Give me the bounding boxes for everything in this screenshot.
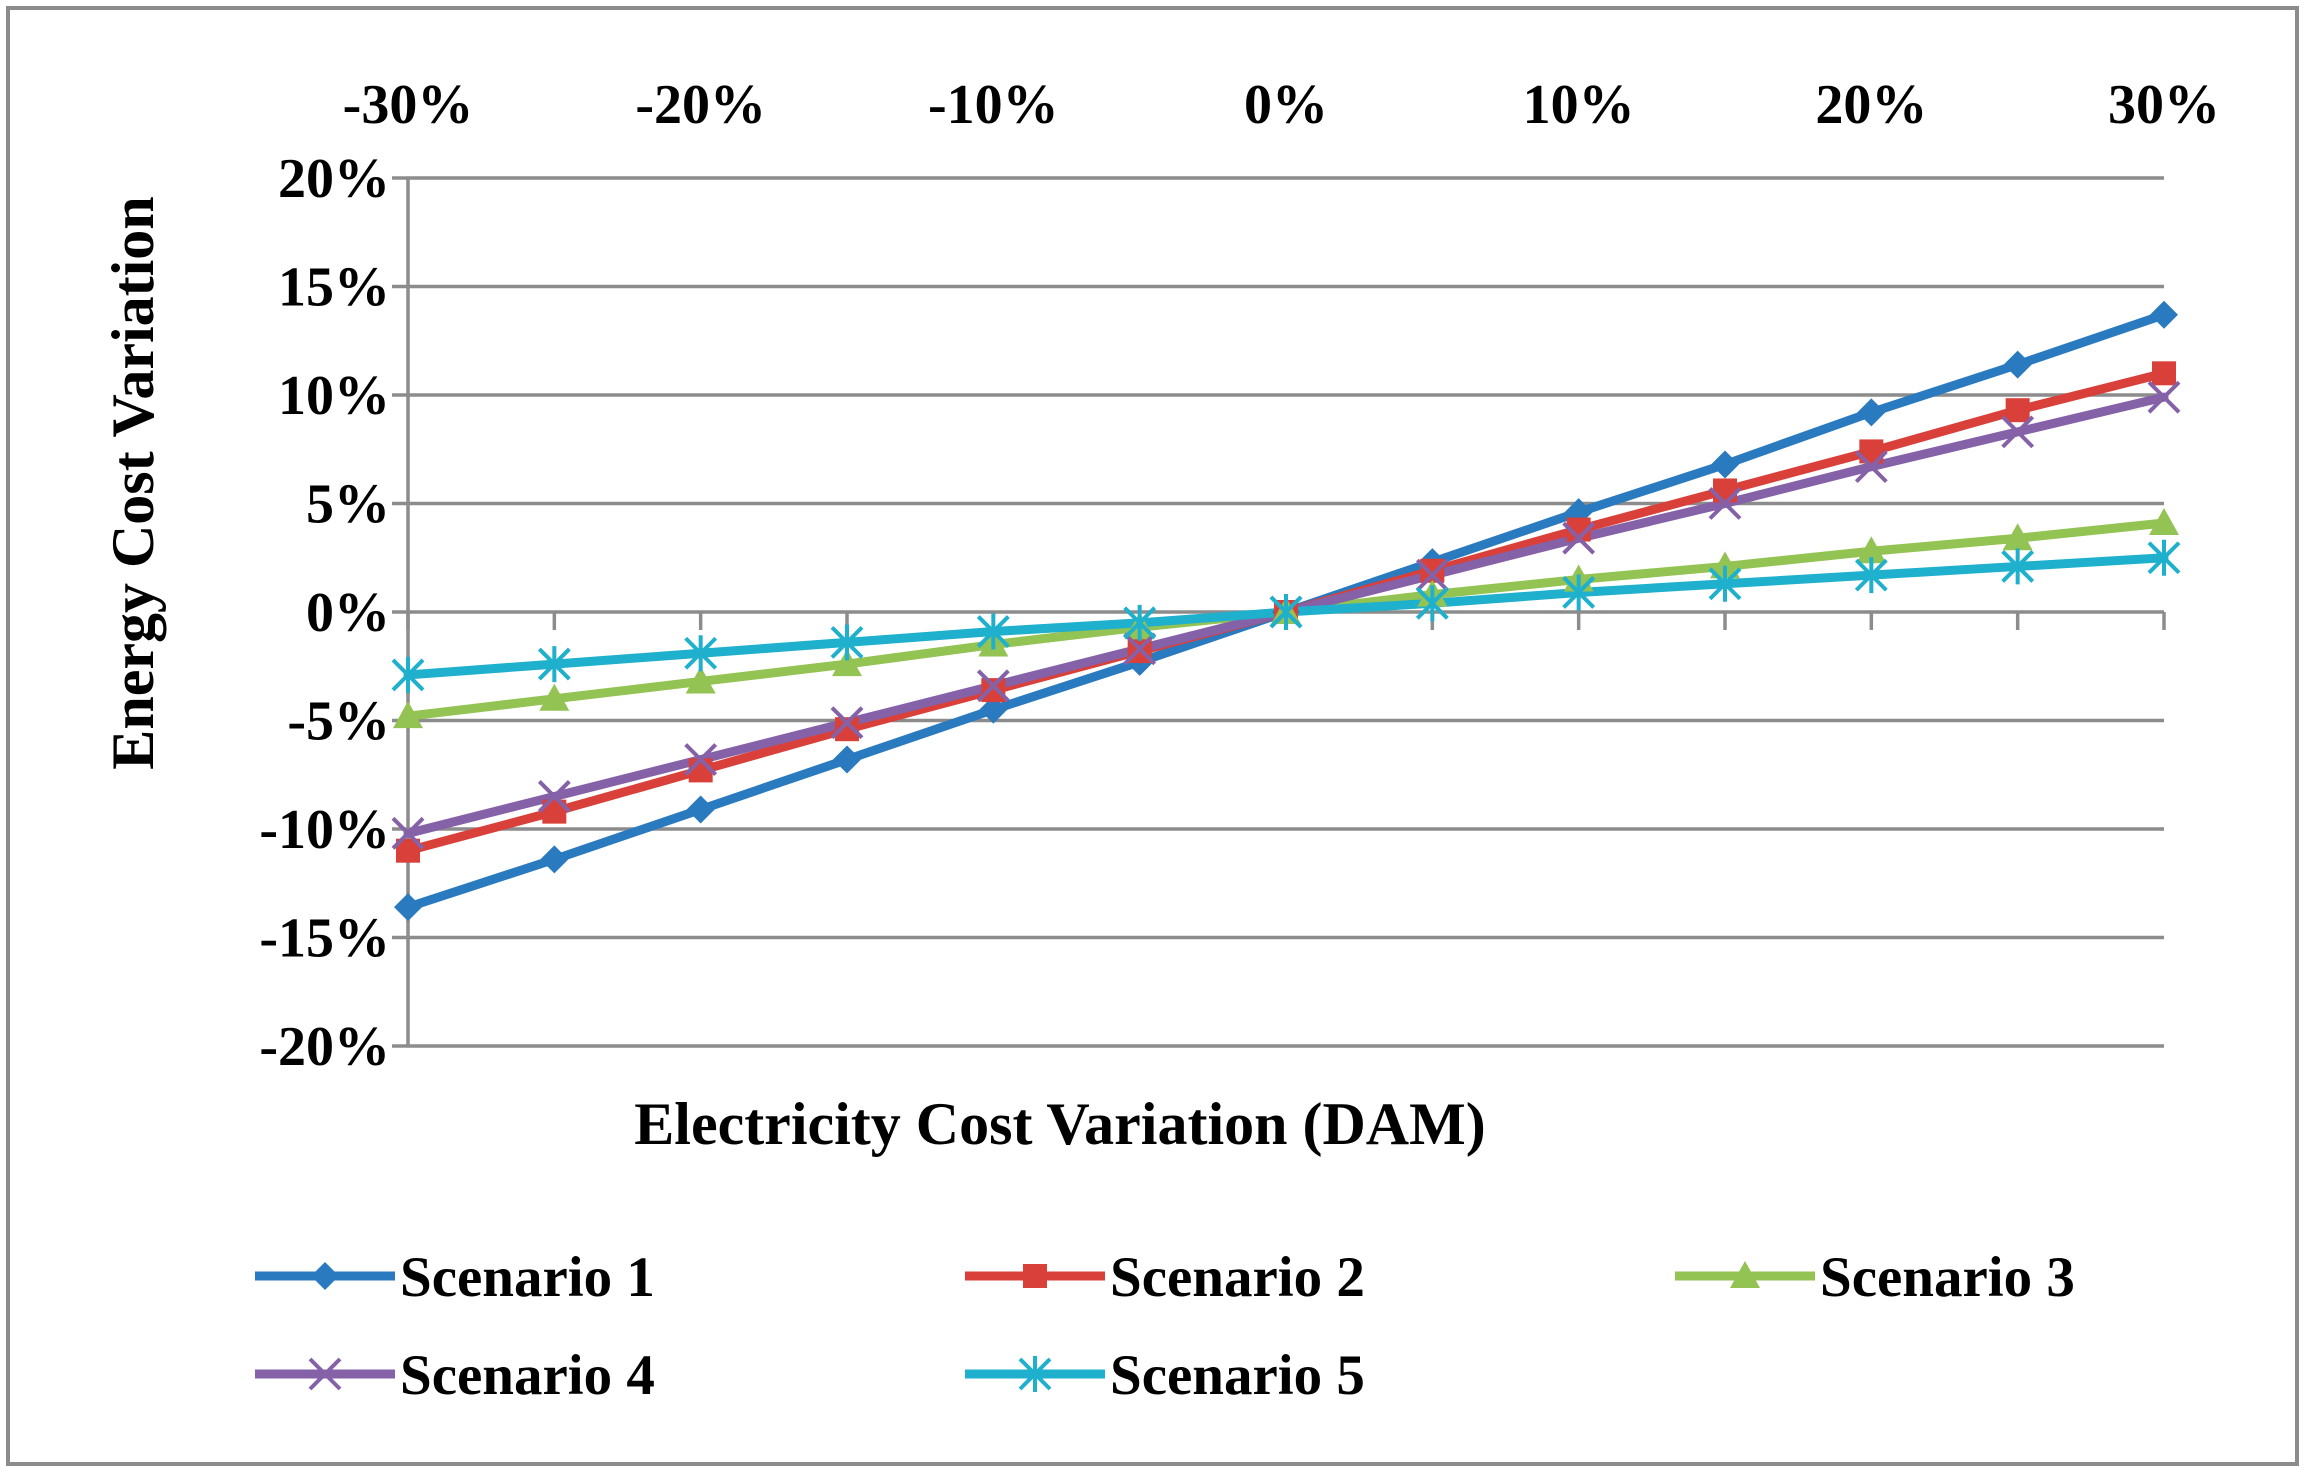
legend-item-scenario-1: Scenario 1 bbox=[255, 1246, 655, 1309]
data-point-s4-10 bbox=[1854, 450, 1888, 484]
data-point-s5-11 bbox=[2001, 548, 2035, 585]
data-point-s2-4 bbox=[981, 678, 1006, 703]
y-tick-label-1: 15% bbox=[278, 257, 390, 319]
data-point-s4-7 bbox=[1415, 558, 1449, 592]
data-point-s4-2 bbox=[684, 743, 718, 776]
y-tick-label-4: 0% bbox=[306, 582, 390, 644]
y-tick-label-7: -15% bbox=[259, 908, 390, 970]
data-point-s1-0 bbox=[394, 893, 422, 922]
data-point-s1-2 bbox=[686, 795, 715, 824]
legend-label: Scenario 1 bbox=[400, 1246, 655, 1309]
data-point-s5-4 bbox=[976, 613, 1010, 650]
data-point-s3-1 bbox=[539, 683, 570, 711]
legend-item-scenario-3: Scenario 3 bbox=[1675, 1246, 2075, 1309]
data-point-s5-1 bbox=[537, 646, 571, 683]
data-point-s1-4 bbox=[979, 695, 1008, 724]
data-point-s2-2 bbox=[688, 758, 713, 783]
data-point-s2-7 bbox=[1420, 558, 1445, 583]
series-markers-scenario-1 bbox=[394, 300, 2178, 922]
data-point-s2-12 bbox=[2152, 361, 2176, 386]
data-point-s4-5 bbox=[1123, 632, 1157, 666]
x-tick-label-0: -30% bbox=[343, 74, 474, 136]
x-axis-title: Electricity Cost Variation (DAM) bbox=[634, 1091, 1485, 1157]
data-point-s3-9 bbox=[1710, 551, 1740, 579]
line-chart: -30% -20% -10% 0% 10% 20% 30% 20% 15% 10% 5% 0% -5%… bbox=[100, 74, 2220, 1407]
data-point-s1-9 bbox=[1711, 450, 1739, 479]
legend-label: Scenario 3 bbox=[1820, 1246, 2075, 1309]
legend-marker bbox=[1730, 1261, 1760, 1288]
x-tick-label-1: -20% bbox=[635, 74, 766, 136]
data-point-s3-10 bbox=[1856, 536, 1887, 564]
data-point-s1-10 bbox=[1857, 398, 1886, 427]
legend-marker bbox=[1023, 1264, 1047, 1288]
data-point-s4-0 bbox=[391, 816, 425, 850]
data-point-s4-11 bbox=[2001, 415, 2035, 449]
y-tick-label-6: -10% bbox=[259, 799, 390, 861]
y-tick-labels: 20% 15% 10% 5% 0% -5% -10% -15% -20% bbox=[259, 148, 390, 1078]
x-tick-label-4: 10% bbox=[1523, 74, 1635, 136]
x-tick-label-5: 20% bbox=[1815, 74, 1927, 136]
data-point-s4-8 bbox=[1562, 521, 1596, 555]
data-point-s5-5 bbox=[1123, 604, 1157, 641]
data-point-s5-2 bbox=[684, 635, 718, 672]
legend-label: Scenario 4 bbox=[400, 1344, 655, 1407]
legend-marker bbox=[308, 1357, 342, 1391]
y-axis-title: Energy Cost Variation bbox=[100, 196, 166, 769]
x-tick-label-2: -10% bbox=[928, 74, 1059, 136]
legend-marker bbox=[1018, 1356, 1052, 1392]
legend: Scenario 1 Scenario 2 Scenario 3 Scenario 4… bbox=[255, 1246, 2075, 1407]
data-point-s3-12 bbox=[2149, 508, 2179, 536]
legend-label: Scenario 2 bbox=[1110, 1246, 1365, 1309]
data-point-s5-6 bbox=[1269, 594, 1303, 630]
data-point-s4-4 bbox=[976, 669, 1010, 703]
legend-item-scenario-2: Scenario 2 bbox=[965, 1246, 1365, 1309]
y-tick-label-0: 20% bbox=[278, 148, 390, 210]
x-tick-label-6: 30% bbox=[2108, 74, 2220, 136]
data-point-s5-10 bbox=[1854, 557, 1888, 594]
data-point-s5-7 bbox=[1415, 585, 1449, 622]
legend-label: Scenario 5 bbox=[1110, 1344, 1365, 1407]
x-tick-label-3: 0% bbox=[1244, 74, 1328, 136]
legend-item-scenario-4: Scenario 4 bbox=[255, 1344, 655, 1407]
data-point-s5-8 bbox=[1562, 574, 1596, 611]
chart-frame: -30% -20% -10% 0% 10% 20% 30% 20% 15% 10% 5% 0% -5%… bbox=[6, 6, 2299, 1466]
series-markers-scenario-5 bbox=[391, 539, 2181, 693]
data-point-s2-9 bbox=[1713, 478, 1737, 503]
legend-item-scenario-5: Scenario 5 bbox=[965, 1344, 1365, 1407]
y-tick-label-2: 10% bbox=[278, 365, 390, 427]
y-tick-label-5: -5% bbox=[287, 691, 390, 753]
legend-marker bbox=[311, 1262, 339, 1290]
y-tick-label-3: 5% bbox=[306, 474, 390, 536]
data-point-s5-0 bbox=[391, 656, 425, 693]
data-point-s1-12 bbox=[2150, 300, 2178, 329]
data-point-s3-2 bbox=[685, 666, 716, 694]
data-point-s4-3 bbox=[830, 706, 864, 740]
data-point-s4-9 bbox=[1708, 487, 1742, 520]
data-point-s3-0 bbox=[393, 701, 423, 729]
data-point-s2-11 bbox=[2005, 398, 2030, 423]
data-point-s1-3 bbox=[833, 745, 861, 774]
data-point-s3-11 bbox=[2002, 523, 2033, 551]
data-point-s4-12 bbox=[2147, 380, 2181, 414]
data-point-s1-1 bbox=[540, 845, 569, 874]
x-tick-labels: -30% -20% -10% 0% 10% 20% 30% bbox=[343, 74, 2220, 136]
data-point-s5-12 bbox=[2147, 539, 2181, 576]
data-point-s3-3 bbox=[832, 649, 862, 677]
data-point-s4-1 bbox=[537, 780, 571, 813]
series-markers bbox=[391, 300, 2181, 922]
data-point-s1-11 bbox=[2003, 350, 2032, 379]
data-point-s5-9 bbox=[1708, 565, 1742, 602]
data-point-s5-3 bbox=[830, 624, 864, 661]
y-tick-label-8: -20% bbox=[259, 1016, 390, 1078]
